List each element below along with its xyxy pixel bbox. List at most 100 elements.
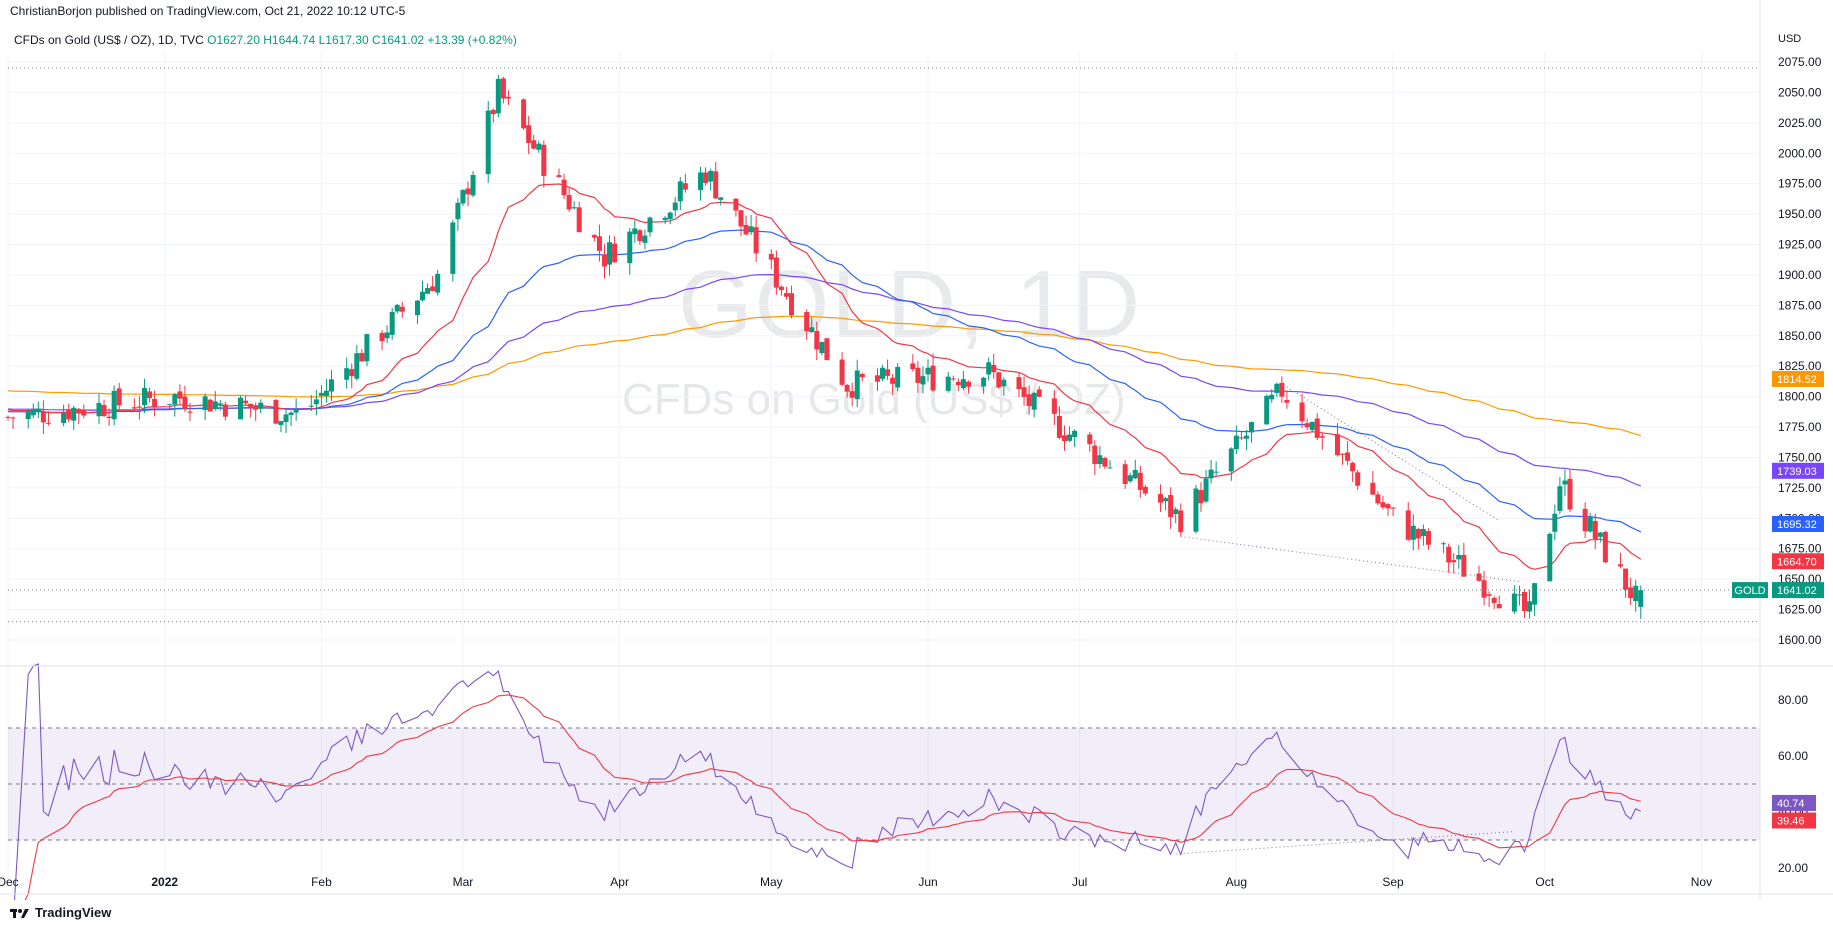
x-tick-label: Jun (918, 875, 937, 889)
candle-body (1582, 508, 1588, 532)
candle-body (738, 210, 744, 227)
rsi-ma-line (24, 694, 1641, 900)
candle-body (10, 417, 16, 419)
candle-body (804, 312, 810, 332)
candle-body (455, 202, 461, 220)
candle-body (672, 202, 678, 211)
candle-body (647, 217, 653, 233)
candle-body (238, 397, 244, 420)
candle-body (849, 391, 855, 398)
candle-body (253, 406, 259, 410)
y-tick-label: 1975.00 (1778, 177, 1822, 191)
candle-body (1345, 452, 1351, 461)
candle-body (667, 212, 673, 220)
y-tick-label: 1675.00 (1778, 542, 1822, 556)
price-chart[interactable]: Dec 2022 Feb Mar Apr May Jun Jul Aug Sep Oct Nov 207… (0, 0, 1833, 900)
candle-body (1102, 457, 1108, 467)
candle-body (1021, 387, 1027, 397)
candle-body (1410, 525, 1416, 540)
candle-body (212, 401, 218, 410)
price-tag-value: 1814.52 (1777, 374, 1817, 386)
y-tick-label: 1875.00 (1778, 298, 1822, 312)
candle-body (389, 311, 395, 335)
candle-body (1405, 510, 1411, 540)
candle-body (839, 359, 845, 385)
candle-body (950, 378, 956, 380)
candle-body (627, 231, 633, 264)
candle-body (1269, 394, 1275, 400)
candle-body (607, 242, 613, 265)
y-tick-label: 1925.00 (1778, 238, 1822, 252)
candle-body (470, 175, 476, 196)
candle-body (733, 198, 739, 211)
candle-body (1056, 416, 1062, 438)
candle-body (344, 368, 350, 380)
candle-body (248, 403, 254, 409)
price-tag-value: 1695.32 (1777, 519, 1817, 531)
candle-body (1567, 478, 1573, 510)
candle-body (1597, 532, 1603, 537)
candle-body (1233, 435, 1239, 450)
symbol-tag (1732, 582, 1768, 599)
candle-body (596, 236, 602, 251)
candle-body (1602, 531, 1608, 563)
candle-body (1072, 430, 1078, 438)
candle-body (318, 392, 324, 396)
candle-body (854, 370, 860, 400)
candle-body (1238, 437, 1244, 439)
candle-body (354, 353, 360, 379)
candle-body (1456, 554, 1462, 560)
candle-body (273, 399, 279, 424)
candle-body (106, 416, 112, 418)
price-tag (1772, 516, 1824, 533)
symbol-description[interactable]: CFDs on Gold (US$ / OZ), 1D, TVC (14, 33, 204, 47)
candle-body (131, 407, 137, 409)
candle-body (1476, 573, 1482, 581)
candle-body (1547, 533, 1553, 582)
candle-body (430, 286, 436, 292)
candle-body (945, 376, 951, 391)
candle-body (960, 379, 966, 389)
candle-body (859, 374, 865, 378)
candle-body (1137, 472, 1143, 490)
candle-body (278, 421, 284, 426)
candle-body (748, 226, 754, 233)
candle-body (1446, 546, 1452, 563)
y-tick-label: 2075.00 (1778, 55, 1822, 69)
price-tag (1772, 462, 1824, 479)
footer-brand-label: TradingView (35, 905, 112, 920)
candle-body (1425, 531, 1431, 545)
footer-brand[interactable]: TradingView (10, 905, 111, 920)
candle-body (25, 412, 31, 420)
candle-body (101, 405, 107, 417)
candle-body (152, 398, 158, 408)
candle-body (1178, 510, 1184, 533)
candle-body (147, 391, 153, 399)
x-tick-label: Apr (610, 875, 629, 889)
candle-body (885, 369, 891, 376)
x-tick-label: May (760, 875, 783, 889)
candle-body (1552, 513, 1558, 532)
candle-body (61, 412, 67, 424)
candle-body (1031, 392, 1037, 410)
candle-body (637, 230, 643, 242)
watermark-name: CFDs on Gold (US$ / OZ) (622, 375, 1126, 424)
price-tag (1772, 370, 1824, 387)
candle-body (359, 353, 365, 362)
candle-body (1562, 480, 1568, 485)
candle-body (1208, 469, 1214, 479)
y-tick-label: 1900.00 (1778, 268, 1822, 282)
candle-body (708, 170, 714, 182)
candle-body (1334, 434, 1340, 456)
candle-body (1051, 398, 1057, 414)
candle-body (824, 338, 830, 361)
candle-body (1592, 520, 1598, 540)
annotations (8, 67, 1760, 855)
candle-body (1522, 591, 1527, 611)
candle-body (789, 293, 795, 316)
candle-body (1092, 445, 1098, 465)
candle-body (308, 405, 314, 407)
candle-body (753, 227, 759, 254)
candle-body (379, 332, 385, 342)
candle-body (71, 407, 77, 421)
